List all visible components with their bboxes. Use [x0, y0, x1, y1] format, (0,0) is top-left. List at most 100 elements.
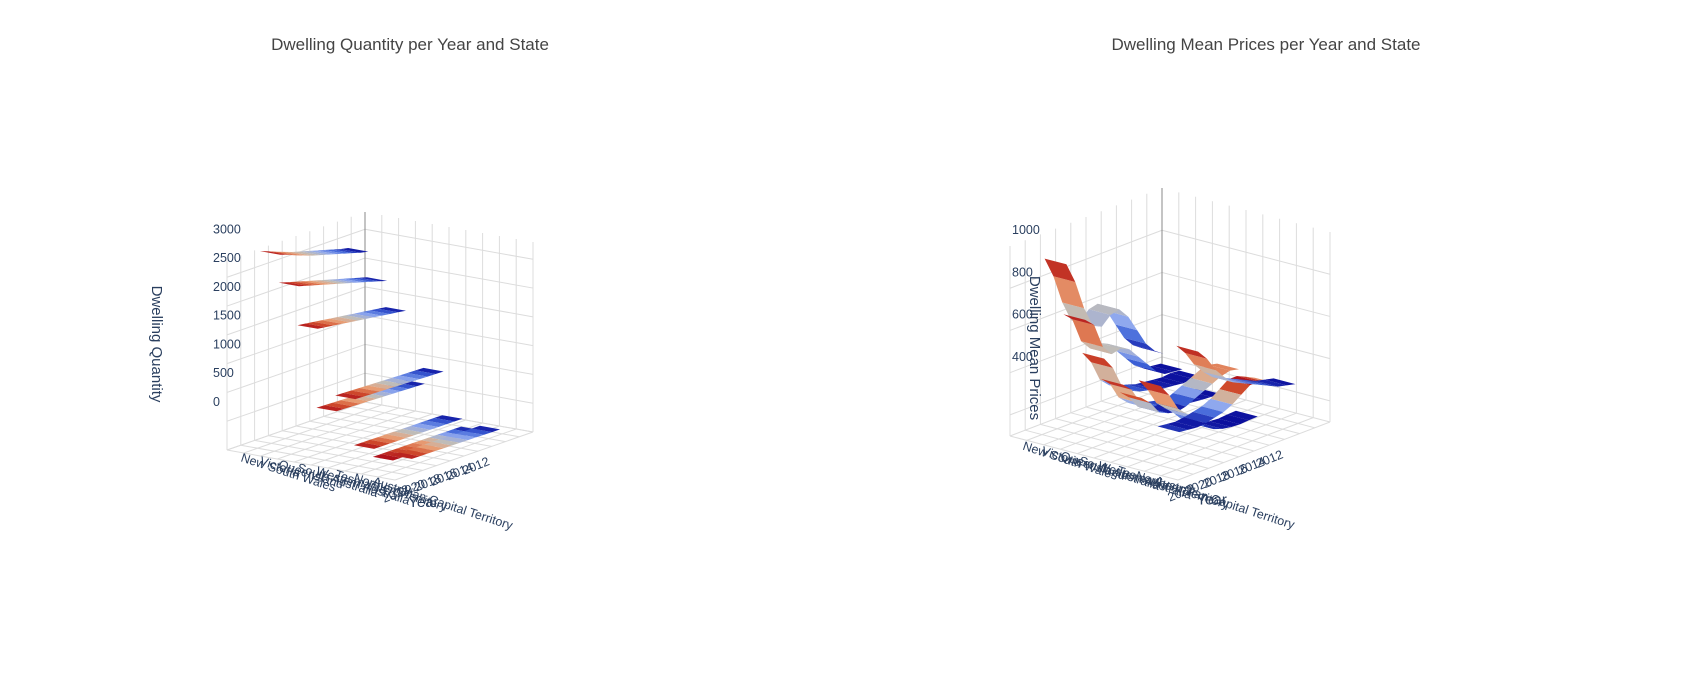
- ribbon-segment: [332, 400, 361, 407]
- ribbon-segment: [351, 388, 380, 395]
- grid-line: [1161, 271, 1331, 317]
- ribbon-segment: [292, 251, 321, 256]
- ribbon-segment: [332, 249, 361, 254]
- ribbon-segment: [410, 423, 439, 430]
- ribbon-segment: [340, 397, 369, 404]
- ribbon-segment: [284, 251, 313, 256]
- ribbon-segment: [1157, 424, 1189, 433]
- ribbon-segment: [391, 375, 420, 382]
- ribbon-segment: [1101, 378, 1132, 390]
- ribbon-segment: [369, 308, 398, 314]
- ribbon-segment: [1115, 324, 1146, 344]
- ribbon-segment: [1175, 417, 1206, 428]
- ribbon-segment: [418, 420, 447, 427]
- ribbon-segment: [1119, 392, 1151, 404]
- ribbon-segment: [1220, 377, 1252, 385]
- grid-line: [240, 444, 409, 476]
- z-tick-label: 1000: [213, 337, 241, 351]
- grid-line: [1009, 271, 1163, 331]
- ribbon-segment: [1082, 352, 1113, 368]
- grid-line: [226, 401, 366, 451]
- z-tick-label: 1000: [1012, 223, 1040, 237]
- ribbon-segment: [1124, 338, 1155, 351]
- z-tick-label: 2000: [213, 280, 241, 294]
- ribbon-segment: [305, 321, 334, 328]
- ribbon-segment: [1134, 365, 1165, 374]
- ribbon-segment: [1063, 314, 1095, 325]
- ribbon-segment: [345, 313, 374, 319]
- grid-line: [364, 315, 534, 347]
- ribbon-segment: [383, 378, 412, 385]
- ribbon-segment: [1208, 363, 1239, 371]
- grid-line: [364, 343, 534, 375]
- ribbon-segment: [1164, 393, 1195, 407]
- ribbon-segment: [1106, 310, 1138, 331]
- z-tick-label: 3000: [213, 222, 241, 236]
- ribbon-segment: [1161, 373, 1193, 384]
- ribbon-segment: [1201, 398, 1233, 413]
- ribbon-segment: [1156, 403, 1187, 414]
- ribbon-segment: [267, 251, 297, 256]
- x-axis-title: Year: [1197, 491, 1227, 508]
- ribbon-segment: [1238, 379, 1269, 386]
- ribbon-segment: [294, 281, 323, 286]
- ribbon-segment: [471, 425, 501, 433]
- ribbon-segment: [394, 428, 423, 436]
- ribbon-segment: [407, 447, 436, 454]
- ribbon-segment: [1072, 319, 1103, 347]
- ribbon-segment: [335, 393, 364, 400]
- ribbon-victoria: [278, 277, 388, 287]
- ribbon-segment: [407, 370, 436, 377]
- z-tick-label: 500: [213, 366, 234, 380]
- ribbon-segment: [302, 280, 331, 285]
- ribbon-segment: [1185, 353, 1216, 371]
- ribbon-segment: [351, 277, 380, 282]
- ribbon-new-south-wales: [259, 248, 369, 256]
- ribbon-segment: [1255, 379, 1287, 387]
- z-tick-label: 400: [1012, 350, 1033, 364]
- ribbon-segment: [1184, 411, 1215, 424]
- z-axis-title: Dwelling Quantity: [148, 286, 165, 403]
- ribbon-segment: [1116, 350, 1148, 364]
- ribbon-western-australia: [335, 367, 444, 400]
- grid-line: [394, 431, 534, 481]
- ribbon-tasmania: [354, 415, 463, 449]
- z-tick-label: 800: [1012, 265, 1033, 279]
- ribbon-segment: [318, 279, 348, 284]
- grid-line: [1161, 417, 1314, 477]
- grid-line: [1055, 418, 1224, 464]
- ribbon-segment: [1194, 364, 1225, 378]
- ribbon-segment: [300, 251, 329, 256]
- ribbon-segment: [1219, 379, 1251, 395]
- prices-chart-title: Dwelling Mean Prices per Year and State: [1111, 35, 1420, 54]
- ribbon-segment: [321, 318, 350, 324]
- grid-line: [1009, 229, 1163, 289]
- ribbon-segment: [415, 367, 444, 374]
- ribbon-segment: [1264, 378, 1296, 386]
- ribbon-segment: [426, 417, 455, 425]
- grid-line: [1009, 356, 1163, 416]
- grid-line: [254, 439, 423, 471]
- grid-line: [1009, 435, 1179, 481]
- ribbon-segment: [359, 277, 388, 282]
- ribbon-segment: [1202, 371, 1234, 383]
- ribbon-segment: [386, 431, 415, 438]
- ribbon-western-australia: [1119, 363, 1239, 414]
- ribbon-segment: [1166, 421, 1197, 430]
- ribbon-victoria: [1063, 314, 1183, 374]
- grid-line: [364, 228, 534, 260]
- grid-line: [1070, 412, 1239, 458]
- ribbon-segment: [399, 449, 428, 457]
- quantity-chart: Dwelling Quantity per Year and State 0 50…: [148, 35, 549, 533]
- ribbon-new-south-wales: [1044, 258, 1164, 354]
- grid-line: [1161, 314, 1331, 360]
- ribbon-australian-capital-territory: [391, 425, 501, 459]
- ribbon-segment: [361, 310, 390, 316]
- ribbon-segment: [1151, 363, 1183, 372]
- ribbon-segment: [259, 251, 289, 255]
- z-tick-label: 600: [1012, 308, 1033, 322]
- ribbon-segment: [340, 248, 369, 253]
- ribbon-segment: [1176, 345, 1207, 359]
- ribbon-segment: [377, 307, 406, 313]
